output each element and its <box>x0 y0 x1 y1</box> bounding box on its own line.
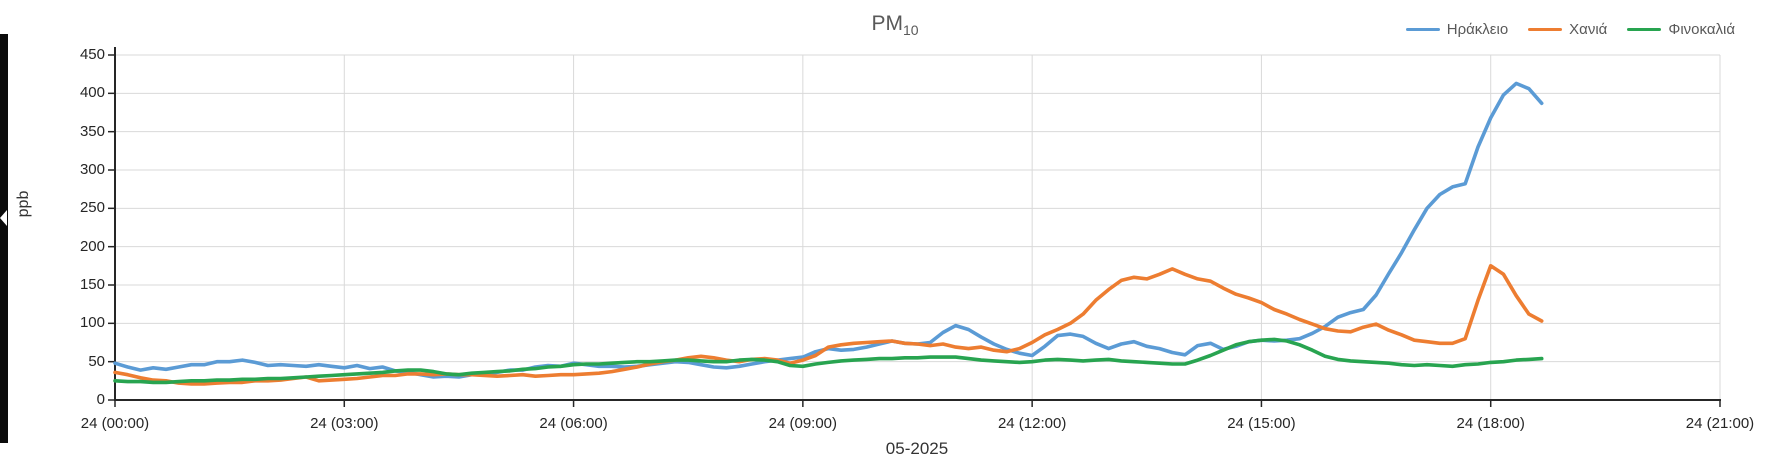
y-tick-label: 200 <box>79 237 105 255</box>
x-tick-label: 24 (00:00) <box>80 415 150 432</box>
y-tick-label: 450 <box>79 46 105 63</box>
y-axis-title: ppb <box>15 190 32 218</box>
collapse-left-icon[interactable] <box>0 210 7 226</box>
x-tick-label: 24 (09:00) <box>768 415 838 432</box>
chart-legend: Ηράκλειο Χανιά Φινοκαλιά <box>1405 21 1735 38</box>
y-tick-label: 350 <box>79 122 105 140</box>
x-tick-label: 24 (03:00) <box>310 415 379 432</box>
chart-title-subscript: 10 <box>902 22 919 39</box>
x-tick-label: 24 (21:00) <box>1685 415 1755 432</box>
y-tick-label: 300 <box>79 161 105 178</box>
legend-item: Χανιά <box>1528 21 1607 38</box>
y-tick-label: 50 <box>88 352 105 370</box>
chart-title: PM10 <box>871 12 918 38</box>
legend-line-swatch <box>1405 28 1440 31</box>
chart-title-main: PM <box>871 12 903 35</box>
legend-item: Ηράκλειο <box>1405 21 1509 38</box>
legend-line-swatch <box>1627 28 1662 31</box>
y-tick-label: 100 <box>79 314 105 332</box>
screen-edge-strip <box>0 34 8 443</box>
legend-label: Φινοκαλιά <box>1668 21 1735 38</box>
x-axis-title: 05-2025 <box>885 439 949 458</box>
legend-item: Φινοκαλιά <box>1627 21 1735 38</box>
y-tick-label: 400 <box>79 84 105 102</box>
x-tick-label: 24 (12:00) <box>997 415 1067 432</box>
legend-label: Χανιά <box>1569 21 1608 38</box>
y-tick-label: 0 <box>96 391 105 408</box>
series-line <box>113 337 1544 385</box>
x-tick-label: 24 (15:00) <box>1227 415 1296 432</box>
y-tick-label: 250 <box>79 199 105 217</box>
y-tick-label: 150 <box>79 276 105 293</box>
legend-line-swatch <box>1528 28 1563 31</box>
x-tick-label: 24 (06:00) <box>539 415 608 432</box>
series-line <box>113 263 1544 386</box>
series-line <box>113 81 1544 379</box>
x-tick-label: 24 (18:00) <box>1456 415 1525 432</box>
legend-label: Ηράκλειο <box>1446 21 1509 38</box>
